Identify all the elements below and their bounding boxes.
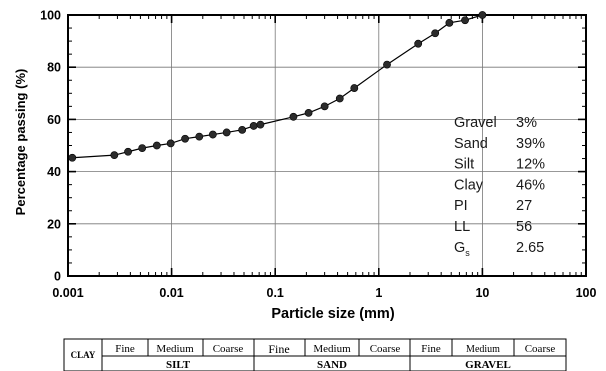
y-tick-label: 100: [40, 9, 61, 23]
legend-label: Silt: [454, 157, 474, 173]
x-tick-label: 0.001: [52, 286, 83, 300]
data-point: [478, 11, 487, 19]
sand-coarse-label: Coarse: [370, 343, 401, 355]
data-point: [256, 120, 265, 129]
grid-lines: [67, 14, 587, 277]
data-point: [222, 128, 231, 137]
y-tick-labels: 0 20 40 60 80 100: [40, 9, 61, 284]
y-tick-label: 40: [47, 165, 61, 179]
data-point: [195, 132, 204, 141]
legend-value: 27: [516, 198, 532, 214]
legend-label: Gs: [454, 240, 470, 258]
data-point: [461, 16, 469, 25]
legend-label: Gravel: [454, 115, 497, 131]
grading-curve: [72, 14, 483, 159]
gravel-medium-label: Medium: [466, 344, 500, 355]
y-tick-label: 0: [54, 270, 61, 284]
legend-value: 39%: [516, 136, 545, 152]
silt-fine-label: Fine: [115, 343, 135, 355]
gravel-label: GRAVEL: [465, 359, 511, 371]
data-point: [152, 141, 161, 150]
y-tick-label: 60: [47, 113, 61, 127]
data-point: [208, 130, 217, 139]
legend-value: 2.65: [516, 240, 544, 256]
data-point: [138, 144, 147, 153]
data-point: [335, 94, 344, 103]
soil-properties-legend: Gravel 3% Sand 39% Silt 12% Clay 46% PI 27 LL 56 Gs 2…: [454, 115, 545, 258]
silt-medium-label: Medium: [156, 343, 194, 355]
legend-label: Sand: [454, 136, 488, 152]
data-point: [68, 153, 77, 162]
data-point: [289, 112, 298, 121]
sand-medium-label: Medium: [313, 343, 351, 355]
data-point: [166, 139, 175, 148]
data-point: [431, 29, 440, 38]
data-point: [414, 39, 423, 48]
x-tick-label: 1: [375, 286, 382, 300]
sand-fine-label: Fine: [268, 342, 289, 356]
data-point: [304, 108, 313, 117]
data-point: [249, 122, 258, 130]
x-tick-label: 10: [475, 286, 489, 300]
y-axis-label: Percentage passing (%): [13, 69, 28, 216]
data-point: [124, 147, 132, 156]
x-tick-label: 100: [576, 286, 597, 300]
data-point: [181, 134, 190, 143]
legend-label: LL: [454, 219, 470, 235]
silt-coarse-label: Coarse: [213, 343, 244, 355]
legend-label: PI: [454, 198, 468, 214]
y-tick-label: 20: [47, 217, 61, 231]
gravel-coarse-label: Coarse: [525, 343, 556, 355]
sand-label: SAND: [317, 359, 347, 371]
grading-curve-line: [72, 14, 483, 159]
x-axis-label: Particle size (mm): [271, 306, 394, 322]
legend-label: Clay: [454, 177, 484, 193]
data-point: [320, 102, 329, 111]
legend-value: 3%: [516, 115, 537, 131]
data-point: [445, 18, 454, 27]
y-tick-label: 80: [47, 61, 61, 75]
legend-value: 46%: [516, 177, 545, 193]
data-point: [383, 60, 391, 69]
clay-label: CLAY: [71, 350, 96, 360]
major-ticks: [67, 14, 587, 277]
data-point: [238, 125, 247, 134]
legend-value: 56: [516, 219, 532, 235]
minor-ticks: [68, 15, 586, 276]
gravel-fine-label: Fine: [421, 343, 441, 355]
data-points: [68, 11, 487, 162]
legend-value: 12%: [516, 157, 545, 173]
silt-label: SILT: [166, 359, 191, 371]
data-point: [110, 151, 119, 160]
data-point: [350, 84, 359, 92]
x-tick-labels: 0.001 0.01 0.1 1 10 100: [52, 286, 596, 300]
x-tick-label: 0.01: [159, 286, 183, 300]
plot-frame: [67, 14, 587, 277]
particle-size-classification: CLAY Fine Medium Coarse SILT Fine Medium…: [63, 338, 567, 371]
x-tick-label: 0.1: [267, 286, 284, 300]
